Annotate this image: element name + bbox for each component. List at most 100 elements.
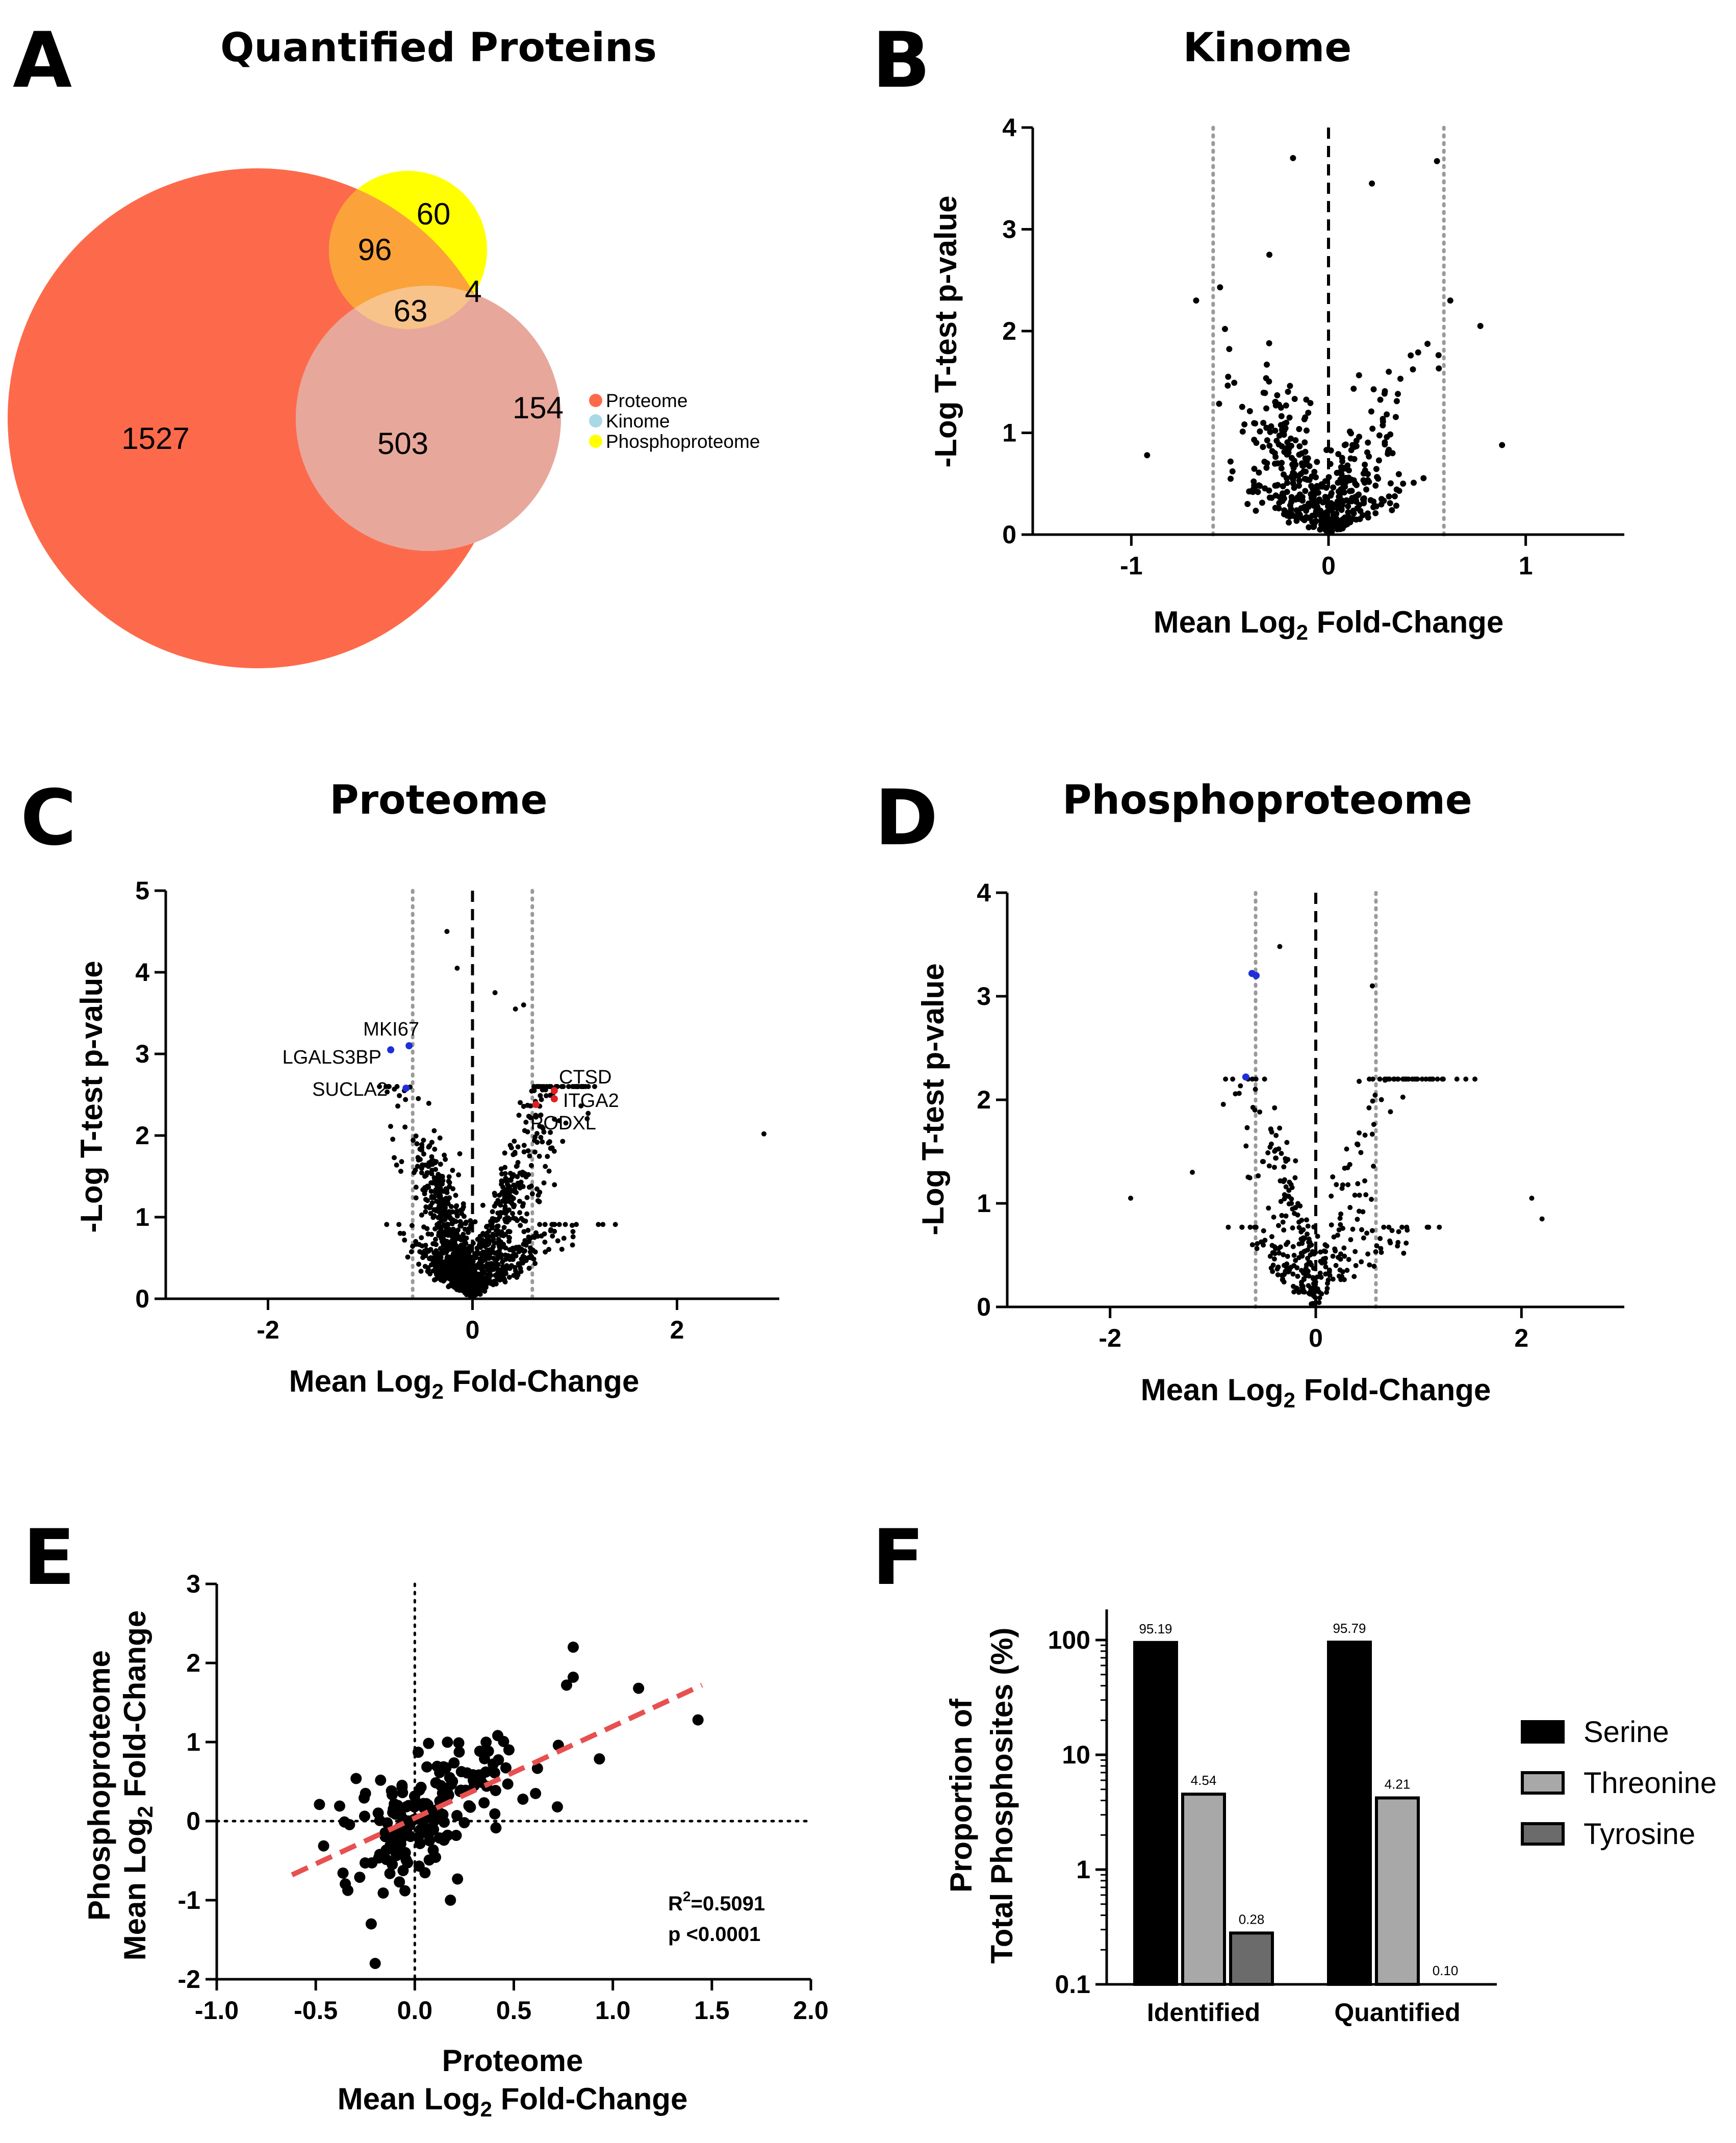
phospho-point (1310, 1276, 1316, 1281)
proteome-point (452, 1283, 458, 1289)
proteome-ytick-label-5: 5 (135, 876, 149, 905)
proteome-point (547, 1084, 552, 1089)
phospho-point (1275, 1272, 1281, 1277)
kinome-point (1372, 483, 1379, 489)
kinome-point (1362, 461, 1368, 468)
kinome-point (1322, 478, 1329, 485)
proteome-point (514, 1270, 519, 1275)
proteome-point (534, 1140, 540, 1145)
proteome-point (436, 1230, 442, 1236)
proteome-point (526, 1266, 532, 1271)
kinome-point (1302, 488, 1309, 494)
phospho-point (1357, 1078, 1362, 1084)
kinome-point (1283, 402, 1289, 409)
kinome-point (1328, 500, 1335, 507)
phospho-point (1419, 1076, 1425, 1082)
kinome-point (1306, 515, 1312, 521)
proteome-point (419, 1170, 424, 1175)
proteome-point (478, 1272, 483, 1278)
phospho-point (1404, 1224, 1410, 1230)
correlation-xtick-label-5: 1.5 (694, 1996, 730, 2025)
phospho-point (1345, 1182, 1351, 1188)
kinome-point (1286, 519, 1292, 526)
phospho-point (1377, 1236, 1383, 1241)
kinome-point (1260, 444, 1266, 450)
proteome-point (430, 1241, 436, 1247)
proteome-point (411, 1170, 417, 1175)
bar-threonine-identified (1181, 1793, 1226, 1986)
kinome-point (1335, 480, 1341, 486)
phospho-point (1351, 1274, 1357, 1279)
proteome-point (523, 1119, 529, 1125)
correlation-xtick-label-4: 1.0 (595, 1996, 631, 2025)
proteome-point (454, 1203, 459, 1208)
phospho-point (1472, 1076, 1478, 1082)
proteome-point (411, 1138, 416, 1143)
proteome-point (437, 1135, 443, 1141)
proteome-point (469, 1259, 475, 1265)
correlation-ytick-label-3: 1 (186, 1728, 200, 1756)
proteome-point (486, 1239, 491, 1244)
kinome-point (1334, 505, 1341, 512)
kinome-point (1298, 505, 1305, 512)
proteome-point (552, 1228, 557, 1234)
kinome-point (1284, 480, 1290, 486)
proteome-point (409, 1223, 415, 1228)
proteome-point (517, 1210, 523, 1216)
proteome-point (463, 1283, 469, 1289)
proteome-point (441, 1232, 446, 1238)
phospho-point (1271, 1256, 1277, 1262)
correlation-point (452, 1873, 464, 1885)
phospho-point (1399, 1224, 1405, 1230)
correlation-point (478, 1797, 490, 1809)
proteome-point (481, 1250, 487, 1255)
proteome-point (424, 1247, 429, 1252)
phospho-point (1311, 1224, 1317, 1230)
phospho-point (1293, 1257, 1298, 1263)
proteome-point (451, 1274, 456, 1280)
phospho-point (1335, 1232, 1340, 1238)
proteome-point (449, 1221, 455, 1227)
proteome-point (409, 1249, 414, 1254)
proteome-point (502, 1206, 508, 1212)
phospho-point (1366, 1076, 1372, 1082)
bar-serine-quantified (1327, 1641, 1372, 1986)
proteome-point (528, 1253, 534, 1259)
proteome-point (513, 1216, 519, 1222)
proteome-point (527, 1153, 532, 1158)
kinome-point (1225, 373, 1232, 380)
kinome-point (1447, 297, 1453, 304)
panel-letter-d: D (875, 774, 938, 863)
phospho-point (1243, 1143, 1249, 1149)
phospho-point (1378, 1246, 1384, 1251)
venn-circle-proteome-kinome (296, 286, 561, 551)
correlation-point (489, 1808, 501, 1820)
proteome-point (559, 1084, 565, 1089)
phospho-point (1220, 1101, 1226, 1107)
phospho-point (1440, 1076, 1446, 1082)
phospho-point (1298, 1250, 1304, 1256)
proteome-point (377, 1084, 382, 1089)
phospho-point (1350, 1226, 1356, 1232)
correlation-point (421, 1761, 433, 1773)
kinome-point (1261, 459, 1268, 465)
phospho-point (1320, 1256, 1326, 1262)
proteome-point (401, 1231, 406, 1237)
proteome-point (493, 1227, 499, 1233)
phospho-point (1289, 1184, 1295, 1190)
kinome-point (1264, 437, 1270, 444)
proteome-point (397, 1093, 402, 1098)
kinome-xtick-label-0: -1 (1120, 551, 1142, 580)
proteome-point (425, 1183, 430, 1189)
phospho-point (1244, 1125, 1250, 1130)
kinome-point (1391, 493, 1398, 499)
phospho-point (1315, 1233, 1320, 1239)
proteome-point (546, 1140, 551, 1146)
proteome-point (418, 1269, 424, 1274)
phospho-point (1238, 1083, 1243, 1089)
phospho-point (1363, 1192, 1369, 1198)
proteome-point (559, 1246, 565, 1252)
proteome-point (522, 1238, 528, 1243)
proteome-point (484, 1230, 490, 1236)
proteome-point (414, 1141, 420, 1147)
